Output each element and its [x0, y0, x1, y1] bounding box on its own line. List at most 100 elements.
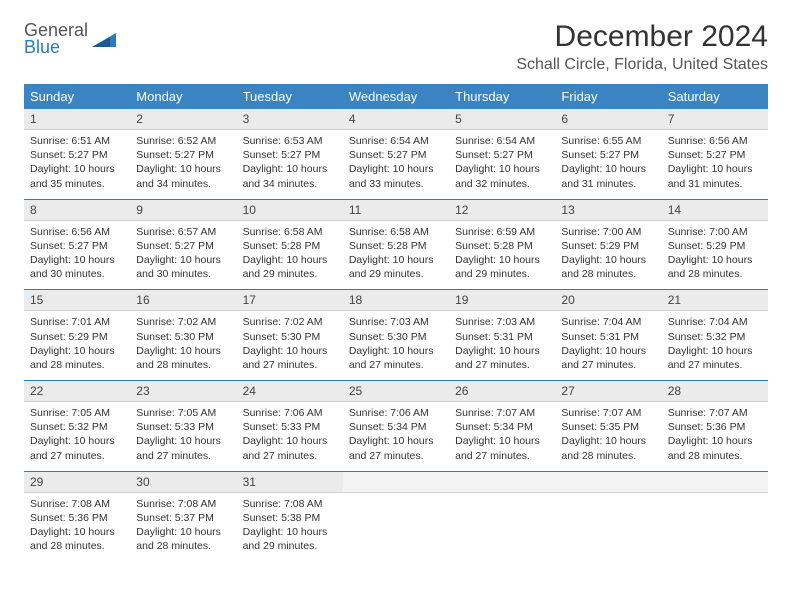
sunrise-text: Sunrise: 7:07 AM	[668, 406, 762, 420]
calendar-day-cell: 24Sunrise: 7:06 AMSunset: 5:33 PMDayligh…	[237, 381, 343, 472]
weekday-header: Sunday	[24, 84, 130, 109]
location-text: Schall Circle, Florida, United States	[516, 56, 768, 74]
sunset-text: Sunset: 5:28 PM	[455, 239, 549, 253]
sunrise-text: Sunrise: 6:58 AM	[243, 225, 337, 239]
daylight-text: Daylight: 10 hours	[668, 162, 762, 176]
sunset-text: Sunset: 5:27 PM	[243, 148, 337, 162]
day-details: Sunrise: 6:55 AMSunset: 5:27 PMDaylight:…	[555, 130, 661, 199]
sunrise-text: Sunrise: 6:55 AM	[561, 134, 655, 148]
day-details: Sunrise: 7:02 AMSunset: 5:30 PMDaylight:…	[130, 311, 236, 380]
logo-text: General Blue	[24, 22, 88, 56]
day-details: Sunrise: 6:56 AMSunset: 5:27 PMDaylight:…	[662, 130, 768, 199]
calendar-day-cell: 16Sunrise: 7:02 AMSunset: 5:30 PMDayligh…	[130, 290, 236, 381]
calendar-day-cell: 31Sunrise: 7:08 AMSunset: 5:38 PMDayligh…	[237, 471, 343, 561]
daylight-text-2: and 30 minutes.	[30, 267, 124, 281]
daylight-text: Daylight: 10 hours	[30, 434, 124, 448]
calendar-day-cell: 27Sunrise: 7:07 AMSunset: 5:35 PMDayligh…	[555, 381, 661, 472]
day-details: Sunrise: 7:03 AMSunset: 5:30 PMDaylight:…	[343, 311, 449, 380]
sunset-text: Sunset: 5:36 PM	[668, 420, 762, 434]
sunrise-text: Sunrise: 7:01 AM	[30, 315, 124, 329]
daylight-text-2: and 28 minutes.	[668, 449, 762, 463]
daylight-text-2: and 29 minutes.	[243, 539, 337, 553]
day-details: Sunrise: 6:58 AMSunset: 5:28 PMDaylight:…	[237, 221, 343, 290]
sunset-text: Sunset: 5:36 PM	[30, 511, 124, 525]
calendar-day-cell: 4Sunrise: 6:54 AMSunset: 5:27 PMDaylight…	[343, 109, 449, 199]
calendar-week-row: 22Sunrise: 7:05 AMSunset: 5:32 PMDayligh…	[24, 381, 768, 472]
day-details: Sunrise: 7:00 AMSunset: 5:29 PMDaylight:…	[662, 221, 768, 290]
calendar-day-cell: 8Sunrise: 6:56 AMSunset: 5:27 PMDaylight…	[24, 199, 130, 290]
daylight-text-2: and 31 minutes.	[668, 177, 762, 191]
sunrise-text: Sunrise: 7:05 AM	[136, 406, 230, 420]
daylight-text-2: and 27 minutes.	[349, 358, 443, 372]
day-details: Sunrise: 7:00 AMSunset: 5:29 PMDaylight:…	[555, 221, 661, 290]
daylight-text: Daylight: 10 hours	[668, 344, 762, 358]
calendar-day-cell: 29Sunrise: 7:08 AMSunset: 5:36 PMDayligh…	[24, 471, 130, 561]
sunrise-text: Sunrise: 6:53 AM	[243, 134, 337, 148]
day-details: Sunrise: 6:51 AMSunset: 5:27 PMDaylight:…	[24, 130, 130, 199]
day-number: 18	[343, 290, 449, 311]
sunset-text: Sunset: 5:27 PM	[136, 239, 230, 253]
sunrise-text: Sunrise: 7:03 AM	[455, 315, 549, 329]
daylight-text-2: and 28 minutes.	[136, 358, 230, 372]
calendar-week-row: 15Sunrise: 7:01 AMSunset: 5:29 PMDayligh…	[24, 290, 768, 381]
daylight-text: Daylight: 10 hours	[243, 162, 337, 176]
day-number: 27	[555, 381, 661, 402]
sunset-text: Sunset: 5:31 PM	[455, 330, 549, 344]
day-number: 9	[130, 200, 236, 221]
calendar-week-row: 1Sunrise: 6:51 AMSunset: 5:27 PMDaylight…	[24, 109, 768, 199]
calendar-day-cell: 5Sunrise: 6:54 AMSunset: 5:27 PMDaylight…	[449, 109, 555, 199]
calendar-day-cell: 23Sunrise: 7:05 AMSunset: 5:33 PMDayligh…	[130, 381, 236, 472]
day-details: Sunrise: 7:06 AMSunset: 5:34 PMDaylight:…	[343, 402, 449, 471]
sunset-text: Sunset: 5:29 PM	[561, 239, 655, 253]
calendar-day-cell: 6Sunrise: 6:55 AMSunset: 5:27 PMDaylight…	[555, 109, 661, 199]
daylight-text-2: and 30 minutes.	[136, 267, 230, 281]
sunrise-text: Sunrise: 6:54 AM	[349, 134, 443, 148]
calendar-week-row: 8Sunrise: 6:56 AMSunset: 5:27 PMDaylight…	[24, 199, 768, 290]
sunrise-text: Sunrise: 6:54 AM	[455, 134, 549, 148]
sunrise-text: Sunrise: 7:07 AM	[561, 406, 655, 420]
daylight-text-2: and 29 minutes.	[455, 267, 549, 281]
day-number: 31	[237, 472, 343, 493]
sunset-text: Sunset: 5:27 PM	[30, 239, 124, 253]
header: General Blue December 2024 Schall Circle…	[24, 20, 768, 78]
daylight-text-2: and 27 minutes.	[243, 449, 337, 463]
day-number: 23	[130, 381, 236, 402]
day-details: Sunrise: 7:08 AMSunset: 5:36 PMDaylight:…	[24, 493, 130, 562]
day-number: 19	[449, 290, 555, 311]
calendar-empty-cell	[343, 471, 449, 561]
sunset-text: Sunset: 5:34 PM	[349, 420, 443, 434]
sunrise-text: Sunrise: 7:00 AM	[561, 225, 655, 239]
day-details: Sunrise: 7:07 AMSunset: 5:35 PMDaylight:…	[555, 402, 661, 471]
daylight-text: Daylight: 10 hours	[561, 162, 655, 176]
calendar-day-cell: 12Sunrise: 6:59 AMSunset: 5:28 PMDayligh…	[449, 199, 555, 290]
sunset-text: Sunset: 5:35 PM	[561, 420, 655, 434]
month-title: December 2024	[516, 20, 768, 54]
daylight-text-2: and 27 minutes.	[136, 449, 230, 463]
day-number: 13	[555, 200, 661, 221]
day-number: 1	[24, 109, 130, 130]
day-details: Sunrise: 6:57 AMSunset: 5:27 PMDaylight:…	[130, 221, 236, 290]
daylight-text-2: and 28 minutes.	[136, 539, 230, 553]
day-details: Sunrise: 7:08 AMSunset: 5:37 PMDaylight:…	[130, 493, 236, 562]
calendar-day-cell: 13Sunrise: 7:00 AMSunset: 5:29 PMDayligh…	[555, 199, 661, 290]
calendar-day-cell: 17Sunrise: 7:02 AMSunset: 5:30 PMDayligh…	[237, 290, 343, 381]
sunset-text: Sunset: 5:30 PM	[349, 330, 443, 344]
daylight-text-2: and 32 minutes.	[455, 177, 549, 191]
calendar-empty-cell	[662, 471, 768, 561]
daylight-text: Daylight: 10 hours	[243, 344, 337, 358]
calendar-day-cell: 15Sunrise: 7:01 AMSunset: 5:29 PMDayligh…	[24, 290, 130, 381]
day-details: Sunrise: 7:03 AMSunset: 5:31 PMDaylight:…	[449, 311, 555, 380]
sunrise-text: Sunrise: 7:00 AM	[668, 225, 762, 239]
sunset-text: Sunset: 5:34 PM	[455, 420, 549, 434]
daylight-text: Daylight: 10 hours	[30, 253, 124, 267]
sunrise-text: Sunrise: 7:07 AM	[455, 406, 549, 420]
day-number: 11	[343, 200, 449, 221]
daylight-text: Daylight: 10 hours	[243, 434, 337, 448]
daylight-text: Daylight: 10 hours	[349, 344, 443, 358]
sunset-text: Sunset: 5:28 PM	[349, 239, 443, 253]
sunset-text: Sunset: 5:31 PM	[561, 330, 655, 344]
daylight-text: Daylight: 10 hours	[455, 344, 549, 358]
daylight-text: Daylight: 10 hours	[136, 344, 230, 358]
calendar-week-row: 29Sunrise: 7:08 AMSunset: 5:36 PMDayligh…	[24, 471, 768, 561]
day-number: 21	[662, 290, 768, 311]
